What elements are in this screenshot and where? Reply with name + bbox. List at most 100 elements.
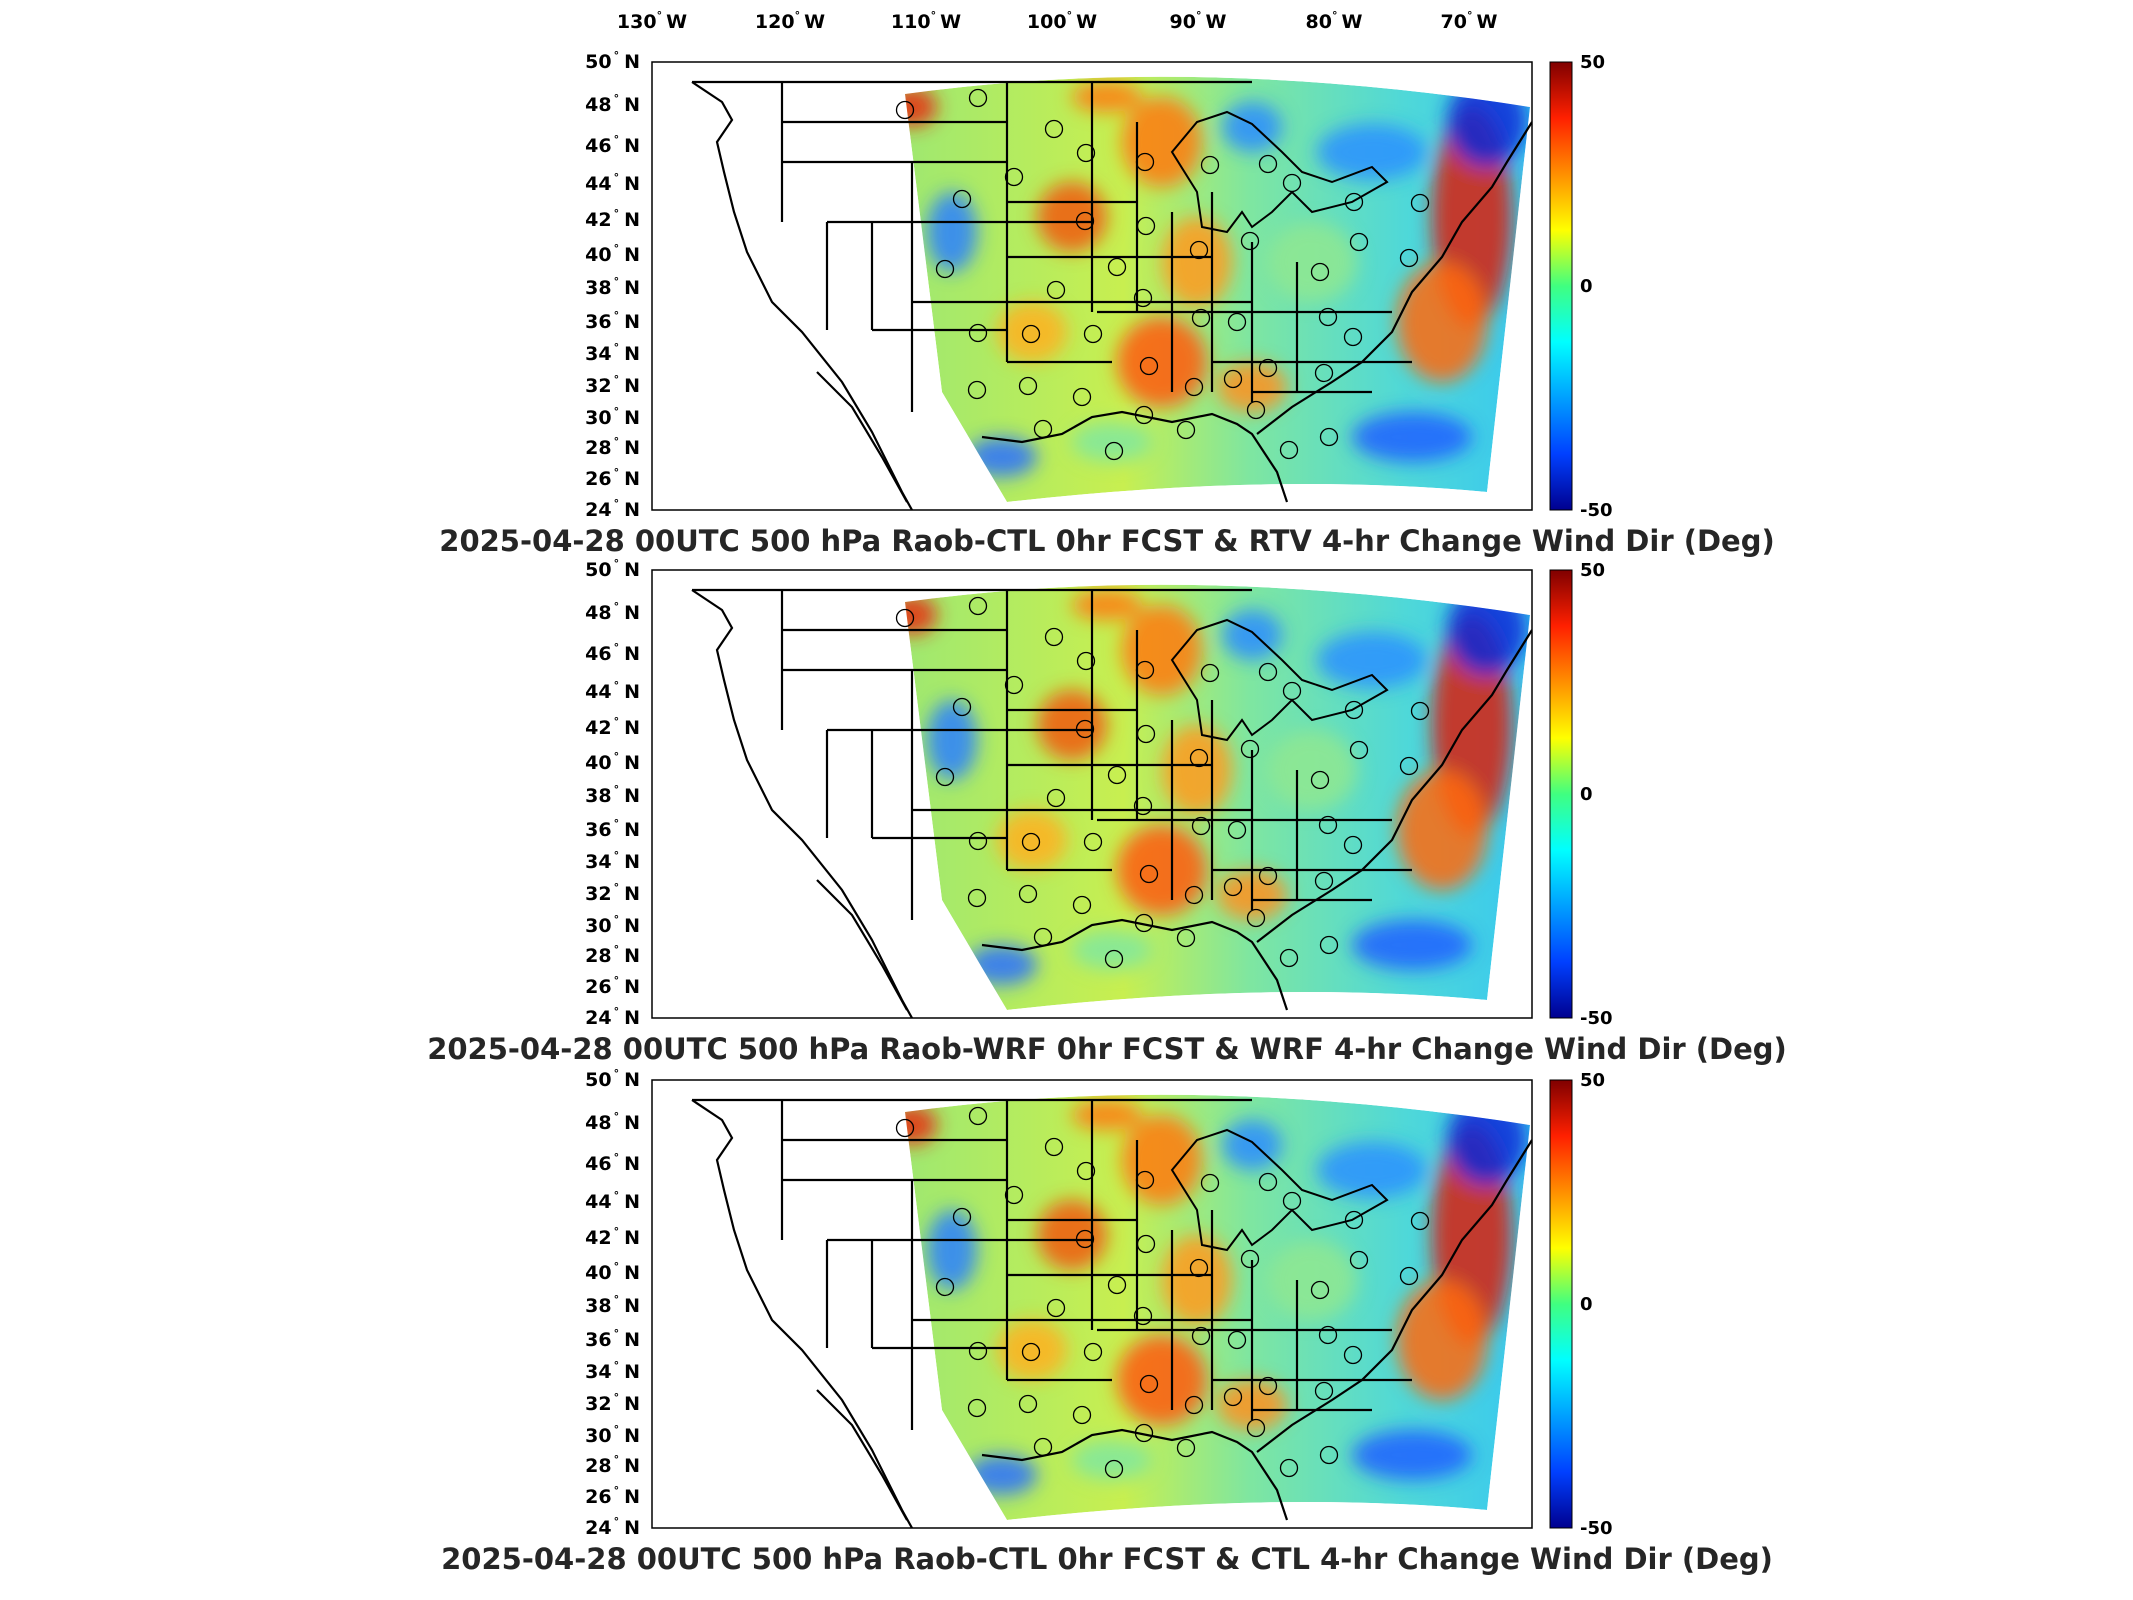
colorbar-max-label: 50 [1580, 560, 1605, 581]
raob-station-marker [1076, 651, 1096, 671]
map-frame [651, 569, 1533, 1019]
raob-station-marker [1258, 154, 1278, 174]
raob-station-marker [1318, 815, 1338, 835]
raob-station-marker [1314, 1381, 1334, 1401]
panel-title: 2025-04-28 00UTC 500 hPa Raob-WRF 0hr FC… [427, 1032, 1787, 1066]
raob-station-marker [935, 767, 955, 787]
raob-station-marker [1310, 262, 1330, 282]
raob-station-marker [1410, 193, 1430, 213]
raob-station-marker [1044, 627, 1064, 647]
raob-station-marker [1200, 155, 1220, 175]
raob-station-marker [1075, 211, 1095, 231]
lat-label-32: 32 ° N [585, 373, 640, 397]
map-frame [651, 1079, 1533, 1529]
wind-direction-field [691, 76, 1532, 510]
raob-station-marker [1072, 895, 1092, 915]
raob-station-marker [1107, 1275, 1127, 1295]
raob-station-marker [1258, 662, 1278, 682]
lat-label-44: 44 ° N [585, 679, 640, 703]
lat-label-36: 36 ° N [585, 309, 640, 333]
raob-station-marker [1343, 327, 1363, 347]
lon-label-120: 120° W [755, 9, 825, 33]
raob-station-marker [952, 189, 972, 209]
raob-station-marker [1075, 719, 1095, 739]
lat-label-46: 46 ° N [585, 641, 640, 665]
lat-label-50: 50 ° N [585, 557, 640, 581]
raob-station-marker [1021, 1342, 1041, 1362]
lon-deg: 100 [1027, 11, 1067, 33]
wind-direction-field [691, 584, 1532, 1018]
raob-station-marker [935, 259, 955, 279]
raob-station-marker [1282, 1191, 1302, 1211]
raob-station-marker [1200, 663, 1220, 683]
raob-station-marker [1240, 231, 1260, 251]
lat-label-44: 44 ° N [585, 1189, 640, 1213]
raob-station-marker [1282, 173, 1302, 193]
lat-label-30: 30 ° N [585, 1423, 640, 1447]
lat-label-42: 42 ° N [585, 1225, 640, 1249]
raob-station-marker [1184, 377, 1204, 397]
raob-station-marker [1004, 675, 1024, 695]
map-frame [651, 61, 1533, 511]
colorbar-min-label: -50 [1580, 1518, 1613, 1539]
raob-station-marker [1033, 419, 1053, 439]
lat-label-48: 48 ° N [585, 600, 640, 624]
map-area [652, 570, 1532, 1018]
raob-station-marker [1133, 288, 1153, 308]
lat-label-24: 24 ° N [585, 497, 640, 521]
raob-station-marker [1004, 1185, 1024, 1205]
raob-station-marker [1136, 1234, 1156, 1254]
map-panel-1: 50 ° N 48 ° N 46 ° N 44 ° N 42 ° N 40 ° N 38 ° N 36 ° N 34 ° N 32 ° N… [439, 49, 1774, 558]
lat-label-38: 38 ° N [585, 1293, 640, 1317]
colorbar [1549, 61, 1573, 511]
raob-station-marker [1004, 167, 1024, 187]
raob-station-marker [1083, 324, 1103, 344]
lat-label-48: 48 ° N [585, 92, 640, 116]
raob-station-marker [1139, 864, 1159, 884]
state-borders [691, 80, 1532, 510]
raob-station-marker [1319, 935, 1339, 955]
raob-station-marker [952, 697, 972, 717]
raob-station-marker [1184, 885, 1204, 905]
raob-station-marker [1018, 1394, 1038, 1414]
raob-station-marker [1189, 748, 1209, 768]
raob-station-marker [1184, 1395, 1204, 1415]
raob-station-marker [1344, 192, 1364, 212]
raob-station-marker [1314, 363, 1334, 383]
raob-station-marker [1104, 949, 1124, 969]
raob-station-marker [1318, 307, 1338, 327]
raob-station-marker [1410, 1211, 1430, 1231]
colorbar-max-label: 50 [1580, 52, 1605, 73]
raob-station-marker [1191, 1326, 1211, 1346]
raob-station-marker [1033, 1437, 1053, 1457]
lat-label-34: 34 ° N [585, 341, 640, 365]
lat-label-34: 34 ° N [585, 1359, 640, 1383]
lon-label-90: 90° W [1170, 9, 1227, 33]
raob-station-marker [1310, 1280, 1330, 1300]
raob-station-marker [1282, 681, 1302, 701]
raob-station-marker [1021, 324, 1041, 344]
raob-station-marker [1349, 740, 1369, 760]
colorbar-min-label: -50 [1580, 500, 1613, 521]
raob-station-marker [1018, 376, 1038, 396]
raob-stations [895, 88, 1430, 461]
lat-label-38: 38 ° N [585, 275, 640, 299]
raob-station-marker [1134, 913, 1154, 933]
lon-label-80: 80° W [1306, 9, 1363, 33]
lat-label-36: 36 ° N [585, 1327, 640, 1351]
raob-station-marker [1176, 928, 1196, 948]
raob-station-marker [1399, 1266, 1419, 1286]
raob-station-marker [1227, 312, 1247, 332]
colorbar [1549, 1079, 1573, 1529]
raob-station-marker [967, 380, 987, 400]
raob-station-marker [1044, 1137, 1064, 1157]
raob-station-marker [968, 596, 988, 616]
raob-station-marker [1223, 877, 1243, 897]
raob-station-marker [968, 831, 988, 851]
lat-label-46: 46 ° N [585, 1151, 640, 1175]
map-panel-2: 50 ° N 48 ° N 46 ° N 44 ° N 42 ° N 40 ° N 38 ° N 36 ° N 34 ° N 32 ° N… [427, 557, 1787, 1066]
raob-station-marker [1135, 660, 1155, 680]
raob-station-marker [1133, 1306, 1153, 1326]
lon-deg: 120 [755, 11, 795, 33]
raob-station-marker [1018, 884, 1038, 904]
